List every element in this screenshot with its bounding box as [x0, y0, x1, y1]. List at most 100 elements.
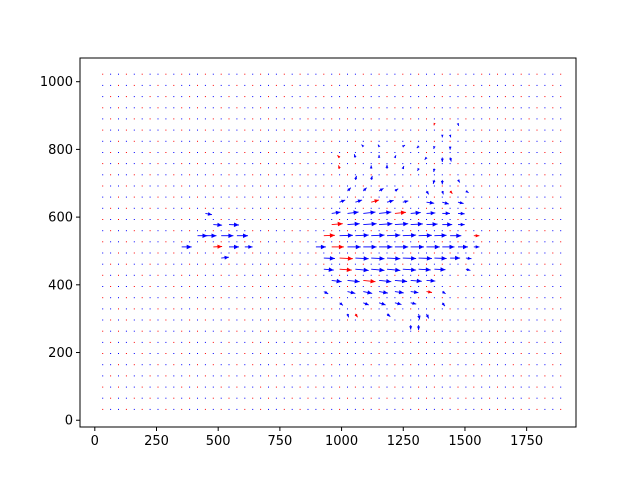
- field-dot: [173, 196, 175, 198]
- field-dot: [204, 84, 206, 86]
- field-dot: [307, 129, 309, 131]
- field-dot: [441, 84, 443, 86]
- y-tick-label: 1000: [40, 75, 73, 90]
- field-dot: [449, 319, 451, 321]
- field-dot: [189, 196, 191, 198]
- field-dot: [465, 163, 467, 165]
- field-dot: [441, 73, 443, 75]
- field-dot: [244, 252, 246, 254]
- field-dot: [418, 263, 420, 265]
- field-dot: [275, 286, 277, 287]
- field-dot: [339, 263, 341, 265]
- field-dot: [189, 163, 191, 165]
- field-dot: [141, 341, 143, 343]
- vector-head: [379, 188, 384, 192]
- field-dot: [465, 73, 467, 75]
- field-dot: [173, 241, 175, 243]
- field-dot: [402, 96, 404, 98]
- field-dot: [118, 386, 119, 388]
- field-dot: [125, 118, 127, 120]
- field-dot: [418, 107, 420, 109]
- field-dot: [181, 140, 183, 142]
- field-dot: [433, 408, 435, 410]
- field-dot: [204, 241, 206, 243]
- field-dot: [457, 364, 459, 366]
- field-dot: [504, 96, 506, 98]
- field-dot: [441, 330, 443, 332]
- field-dot: [441, 319, 443, 321]
- field-dot: [244, 118, 246, 120]
- field-dot: [520, 241, 522, 243]
- field-dot: [244, 397, 246, 399]
- field-dot: [418, 185, 420, 187]
- field-dot: [212, 375, 214, 377]
- field-dot: [481, 73, 483, 75]
- field-dot: [520, 84, 522, 86]
- field-dot: [157, 297, 159, 299]
- y-tick-label: 800: [48, 143, 73, 158]
- field-dot: [244, 129, 246, 131]
- field-dot: [426, 241, 427, 243]
- field-dot: [307, 219, 309, 220]
- field-dot: [465, 286, 467, 287]
- field-dot: [157, 219, 159, 220]
- field-dot: [102, 353, 104, 354]
- field-dot: [307, 353, 309, 354]
- field-dot: [528, 96, 530, 98]
- vector-head: [409, 326, 413, 330]
- field-dot: [489, 219, 491, 220]
- field-dot: [236, 386, 238, 388]
- field-dot: [465, 386, 467, 388]
- field-dot: [102, 185, 104, 187]
- field-dot: [457, 207, 459, 209]
- field-dot: [560, 330, 562, 332]
- field-dot: [197, 219, 198, 220]
- field-dot: [520, 364, 522, 366]
- field-dot: [212, 152, 214, 153]
- vector-head: [449, 190, 453, 194]
- field-dot: [133, 219, 135, 220]
- field-dot: [236, 140, 238, 142]
- field-dot: [339, 118, 341, 120]
- field-dot: [497, 319, 498, 321]
- field-dot: [354, 152, 356, 153]
- field-dot: [560, 107, 562, 109]
- field-dot: [125, 286, 127, 287]
- field-dot: [283, 353, 285, 354]
- field-dot: [552, 386, 554, 388]
- field-dot: [441, 274, 443, 276]
- x-axis: 0 250 500 750 1000 1250 1500 1750: [91, 427, 543, 449]
- field-dot: [315, 397, 317, 399]
- field-dot: [102, 107, 104, 109]
- field-dot: [165, 274, 167, 276]
- field-dot: [370, 397, 372, 399]
- field-dot: [520, 308, 522, 310]
- field-dot: [315, 297, 317, 299]
- field-dot: [473, 174, 475, 176]
- field-dot: [520, 397, 522, 399]
- field-dot: [497, 397, 498, 399]
- field-dot: [212, 84, 214, 86]
- field-dot: [433, 353, 435, 354]
- field-dot: [520, 353, 522, 354]
- field-dot: [536, 364, 538, 366]
- field-dot: [141, 96, 143, 98]
- field-dot: [275, 84, 277, 86]
- field-dot: [449, 196, 451, 198]
- field-dot: [512, 96, 514, 98]
- field-dot: [394, 330, 396, 332]
- field-dot: [560, 263, 562, 265]
- vector-field: [102, 73, 562, 410]
- field-dot: [204, 174, 206, 176]
- field-dot: [236, 185, 238, 187]
- field-dot: [244, 107, 246, 109]
- field-dot: [386, 96, 388, 98]
- field-dot: [228, 163, 230, 165]
- field-dot: [418, 375, 420, 377]
- field-dot: [354, 219, 356, 220]
- field-dot: [173, 341, 175, 343]
- field-dot: [410, 73, 412, 75]
- field-dot: [347, 140, 348, 142]
- field-dot: [110, 196, 112, 198]
- field-dot: [331, 96, 333, 98]
